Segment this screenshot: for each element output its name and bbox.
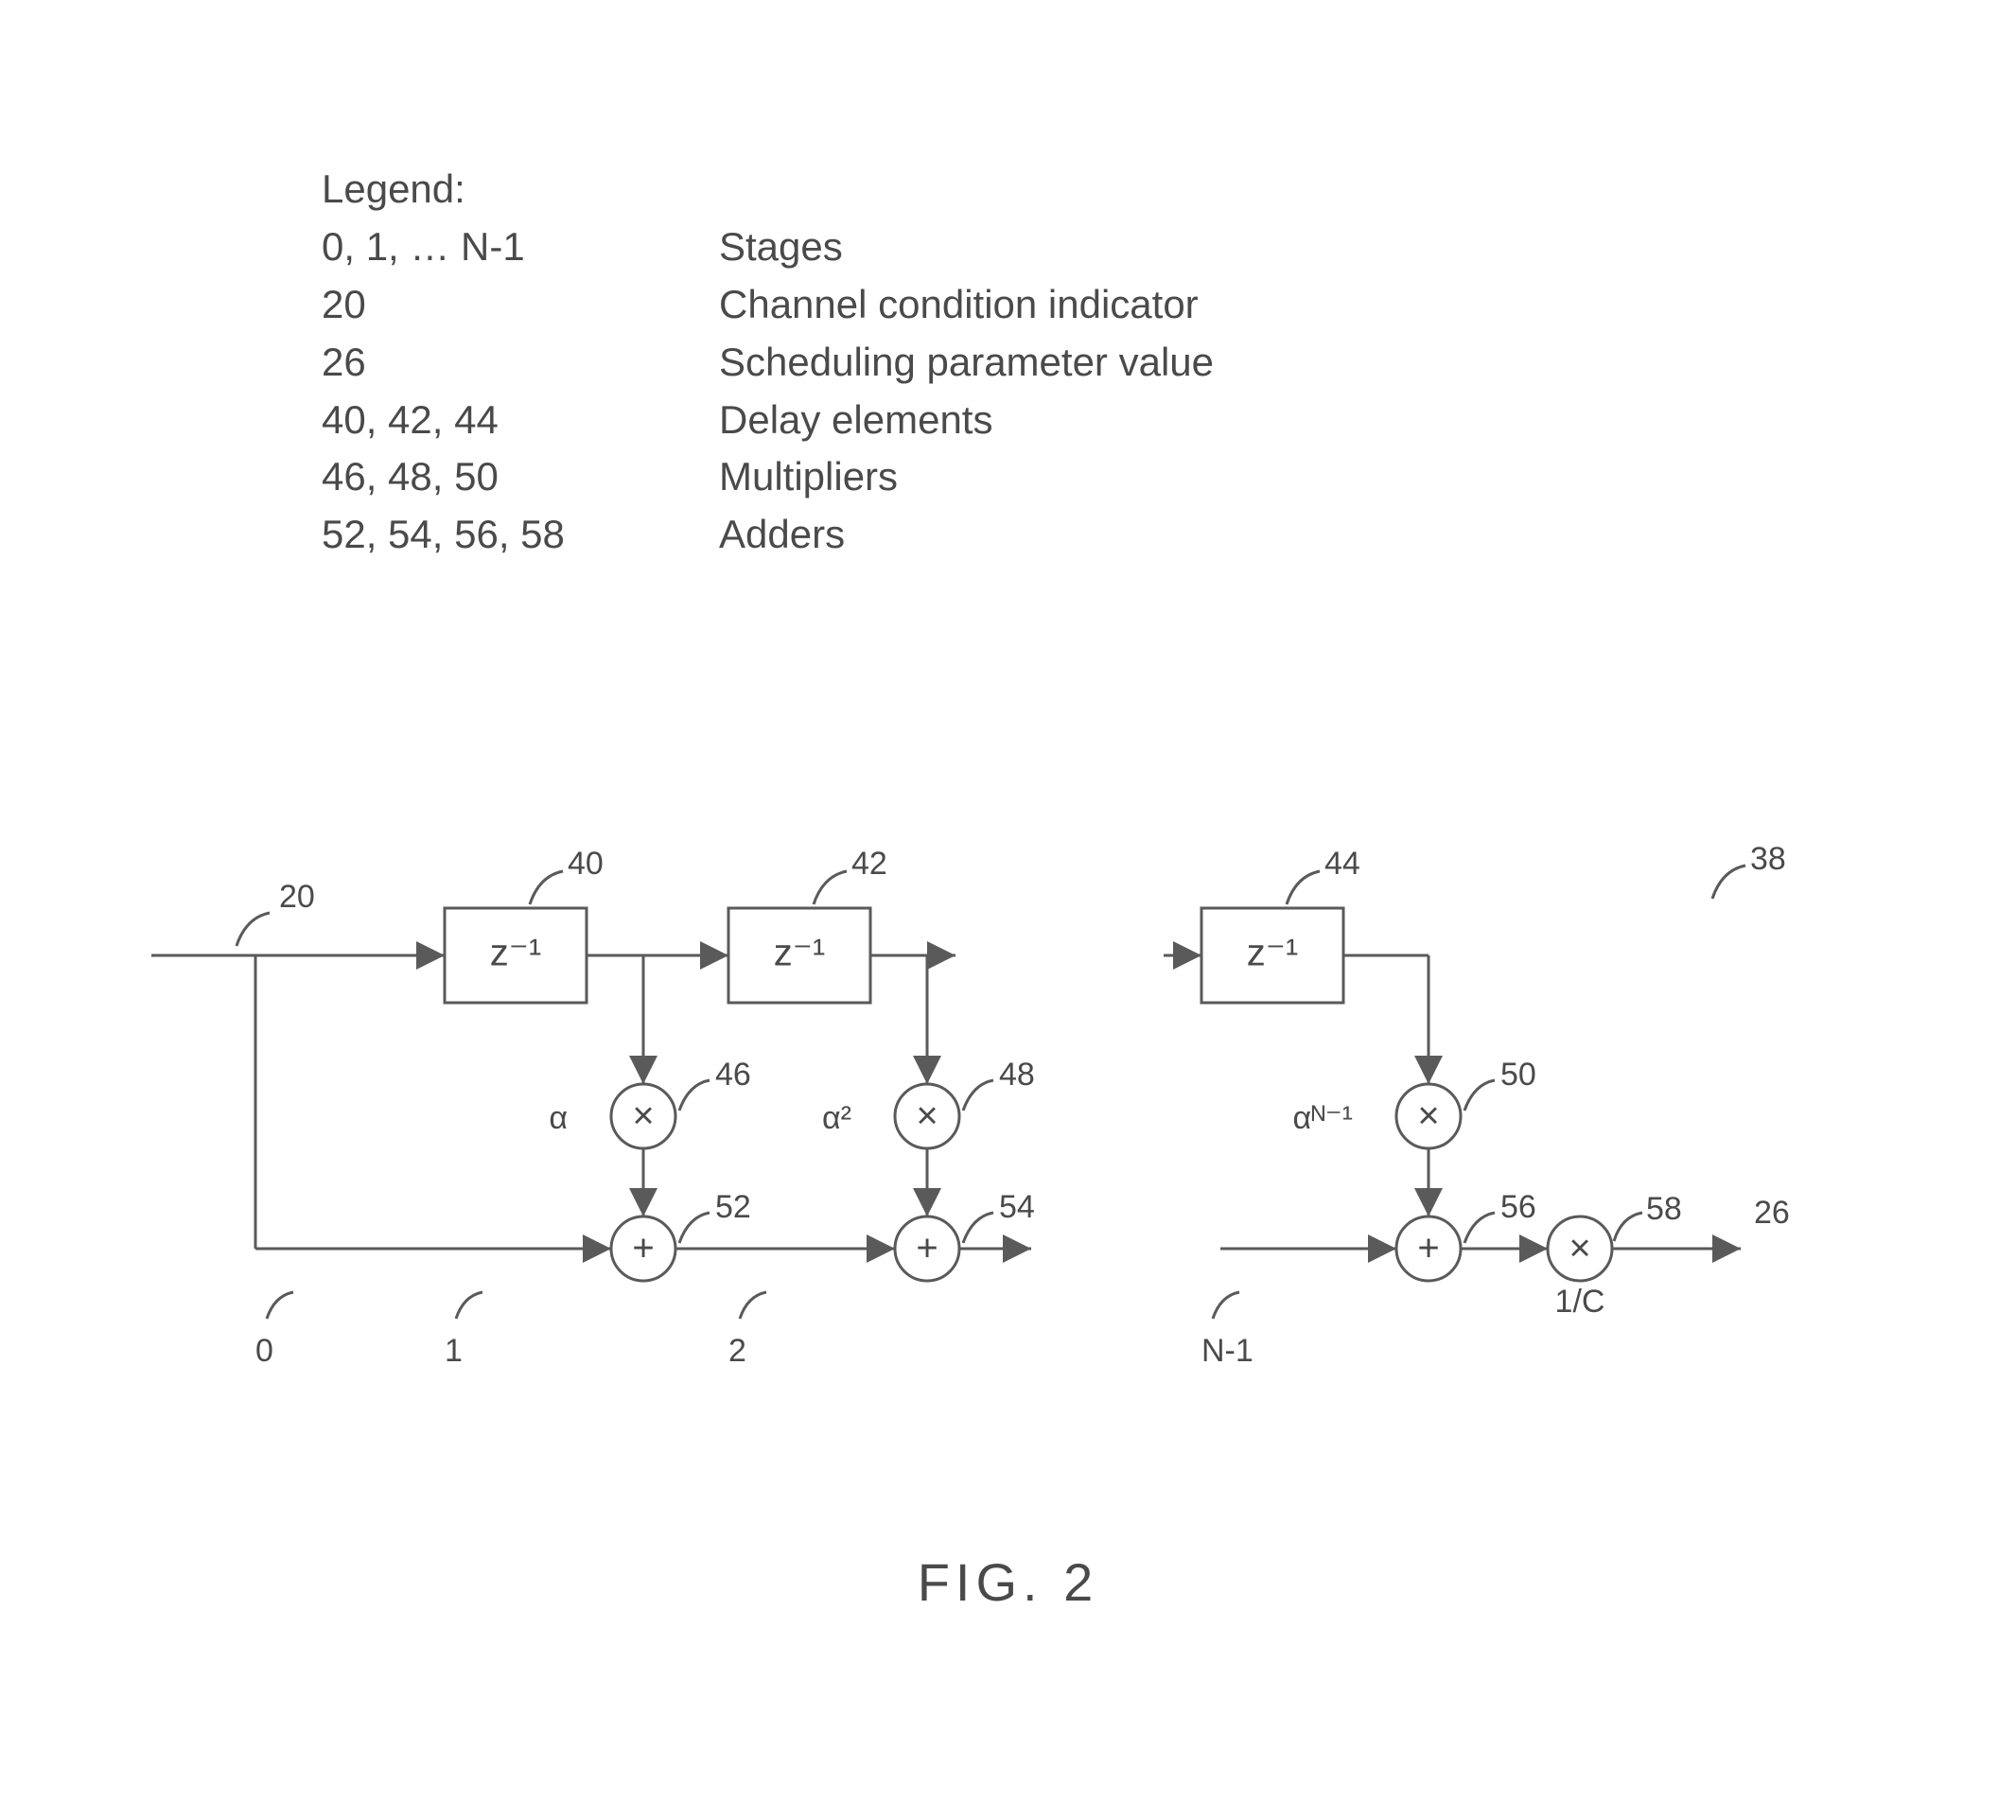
legend-key: 46, 48, 50 xyxy=(322,448,719,506)
page: Legend: 0, 1, … N-1 Stages 20 Channel co… xyxy=(0,0,2016,1820)
svg-text:58: 58 xyxy=(1646,1191,1682,1227)
svg-text:20: 20 xyxy=(279,879,315,915)
legend-key: 26 xyxy=(322,334,719,392)
svg-text:38: 38 xyxy=(1750,841,1786,877)
legend-row: 0, 1, … N-1 Stages xyxy=(322,219,1214,276)
legend-row: 40, 42, 44 Delay elements xyxy=(322,392,1214,449)
svg-text:40: 40 xyxy=(568,846,604,882)
legend-value: Adders xyxy=(719,506,845,564)
legend-title: Legend: xyxy=(322,161,1214,219)
svg-text:×: × xyxy=(1417,1095,1439,1137)
svg-text:+: + xyxy=(916,1228,938,1269)
legend-row: 52, 54, 56, 58 Adders xyxy=(322,506,1214,564)
legend-row: 46, 48, 50 Multipliers xyxy=(322,448,1214,506)
figure-label: FIG. 2 xyxy=(0,1551,2016,1613)
svg-text:N-1: N-1 xyxy=(1201,1333,1253,1369)
legend-key: 0, 1, … N-1 xyxy=(322,219,719,276)
diagram-svg: 20z⁻¹40z⁻¹42z⁻¹4438×α46×α²48×αᴺ⁻¹50+52+5… xyxy=(132,823,1892,1409)
svg-text:+: + xyxy=(632,1228,654,1269)
legend-value: Multipliers xyxy=(719,448,898,506)
svg-text:αᴺ⁻¹: αᴺ⁻¹ xyxy=(1292,1100,1353,1136)
svg-text:44: 44 xyxy=(1324,846,1360,882)
legend-key: 52, 54, 56, 58 xyxy=(322,506,719,564)
svg-text:26: 26 xyxy=(1754,1195,1790,1231)
legend-key: 20 xyxy=(322,276,719,334)
svg-text:z⁻¹: z⁻¹ xyxy=(490,933,541,974)
legend-row: 20 Channel condition indicator xyxy=(322,276,1214,334)
svg-text:56: 56 xyxy=(1500,1189,1536,1225)
svg-text:50: 50 xyxy=(1500,1057,1536,1093)
svg-text:×: × xyxy=(916,1095,938,1137)
legend-value: Channel condition indicator xyxy=(719,276,1199,334)
svg-text:×: × xyxy=(632,1095,654,1137)
legend-value: Scheduling parameter value xyxy=(719,334,1214,392)
legend-value: Stages xyxy=(719,219,843,276)
legend: Legend: 0, 1, … N-1 Stages 20 Channel co… xyxy=(322,161,1214,564)
fir-diagram: 20z⁻¹40z⁻¹42z⁻¹4438×α46×α²48×αᴺ⁻¹50+52+5… xyxy=(132,823,1892,1409)
svg-text:×: × xyxy=(1569,1228,1590,1269)
svg-text:z⁻¹: z⁻¹ xyxy=(1247,933,1298,974)
svg-text:48: 48 xyxy=(999,1057,1035,1093)
svg-text:0: 0 xyxy=(255,1333,273,1369)
svg-text:42: 42 xyxy=(851,846,887,882)
svg-text:52: 52 xyxy=(715,1189,751,1225)
svg-text:1/C: 1/C xyxy=(1555,1284,1605,1320)
svg-text:+: + xyxy=(1417,1228,1439,1269)
svg-text:2: 2 xyxy=(728,1333,746,1369)
svg-text:z⁻¹: z⁻¹ xyxy=(774,933,825,974)
svg-text:54: 54 xyxy=(999,1189,1035,1225)
legend-key: 40, 42, 44 xyxy=(322,392,719,449)
svg-text:1: 1 xyxy=(445,1333,463,1369)
legend-row: 26 Scheduling parameter value xyxy=(322,334,1214,392)
svg-text:α: α xyxy=(549,1100,568,1136)
svg-text:α²: α² xyxy=(822,1100,851,1136)
svg-text:46: 46 xyxy=(715,1057,751,1093)
legend-value: Delay elements xyxy=(719,392,992,449)
